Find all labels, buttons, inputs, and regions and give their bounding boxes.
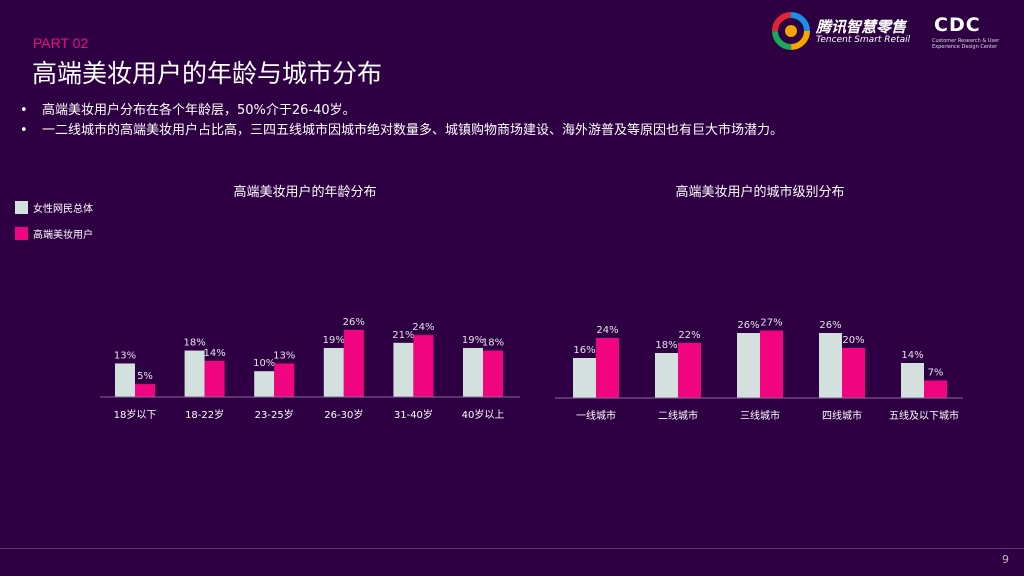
bullet-2: • 一二线城市的高端美妆用户占比高，三四五线城市因城市绝对数量多、城镇购物商场建设… <box>20 123 784 138</box>
page-number: 9 <box>1002 553 1009 566</box>
bar-total <box>737 333 760 398</box>
bullet-text: 一二线城市的高端美妆用户占比高，三四五线城市因城市绝对数量多、城镇购物商场建设、… <box>42 123 784 138</box>
bar-total <box>393 342 414 397</box>
part-label: PART 02 <box>33 35 89 51</box>
bullet-1: • 高端美妆用户分布在各个年龄层，50%介于26-40岁。 <box>20 103 356 118</box>
bar-premium <box>135 384 155 397</box>
page-title: 高端美妆用户的年龄与城市分布 <box>32 59 383 88</box>
data-label: 22% <box>678 330 700 341</box>
bar-total <box>901 363 924 398</box>
data-label: 24% <box>596 325 618 336</box>
data-label: 14% <box>203 348 225 359</box>
bar-total <box>463 347 483 397</box>
legend-swatch <box>15 227 28 240</box>
x-tick-label: 一线城市 <box>576 409 616 422</box>
bar-premium <box>413 335 434 397</box>
tencent-logo-en: Tencent Smart Retail <box>816 35 911 45</box>
data-label: 7% <box>928 368 944 379</box>
x-tick-label: 五线及以下城市 <box>889 409 959 422</box>
data-label: 10% <box>253 358 275 369</box>
bar-total <box>323 347 344 397</box>
data-label: 16% <box>573 345 595 356</box>
x-tick-label: 二线城市 <box>658 409 698 422</box>
bar-premium <box>924 380 947 398</box>
footer-divider <box>0 548 1024 549</box>
legend-label: 女性网民总体 <box>33 204 93 215</box>
tencent-logo-text: 腾讯智慧零售 <box>816 18 907 36</box>
x-tick-label: 26-30岁 <box>324 408 363 421</box>
bullet-text: 高端美妆用户分布在各个年龄层，50%介于26-40岁。 <box>42 103 356 118</box>
data-label: 21% <box>392 330 414 341</box>
data-label: 18% <box>655 340 677 351</box>
bar-premium <box>760 330 783 398</box>
bar-premium <box>483 350 503 397</box>
data-label: 26% <box>819 320 841 331</box>
age-chart-title: 高端美妆用户的年龄分布 <box>233 185 377 200</box>
legend-item-premium: 高端美妆用户 <box>15 226 93 241</box>
bar-total <box>819 333 842 398</box>
bar-total <box>573 358 596 398</box>
data-label: 24% <box>412 322 434 333</box>
bar-premium <box>343 329 364 397</box>
bar-premium <box>596 338 619 398</box>
bar-premium <box>204 360 225 397</box>
x-tick-label: 三线城市 <box>740 409 780 422</box>
bar-premium <box>678 343 701 398</box>
x-tick-label: 18-22岁 <box>185 408 224 421</box>
data-label: 14% <box>901 350 923 361</box>
data-label: 20% <box>842 335 864 346</box>
cdc-logo-sub: Customer Research & User Experience Desi… <box>932 38 1000 50</box>
x-tick-label: 18岁以下 <box>114 408 157 421</box>
x-tick-label: 四线城市 <box>822 409 862 422</box>
tencent-logo-icon <box>772 12 810 50</box>
x-tick-label: 40岁以上 <box>462 408 505 421</box>
city-chart-title: 高端美妆用户的城市级别分布 <box>675 185 845 200</box>
bar-total <box>254 371 275 397</box>
data-label: 18% <box>482 338 504 349</box>
x-tick-label: 31-40岁 <box>394 408 433 421</box>
x-tick-label: 23-25岁 <box>255 408 294 421</box>
data-label: 13% <box>114 350 136 361</box>
data-label: 19% <box>323 335 345 346</box>
legend-swatch <box>15 201 28 214</box>
data-label: 27% <box>760 318 782 329</box>
data-label: 18% <box>183 338 205 349</box>
bar-premium <box>274 363 295 397</box>
data-label: 26% <box>737 320 759 331</box>
data-label: 5% <box>137 371 153 382</box>
bar-total <box>655 353 678 398</box>
bar-premium <box>842 348 865 398</box>
bar-total <box>115 363 135 397</box>
cdc-logo: CDC <box>934 14 981 36</box>
data-label: 26% <box>343 317 365 328</box>
bar-total <box>184 350 205 397</box>
legend-label: 高端美妆用户 <box>33 230 93 241</box>
legend-item-total: 女性网民总体 <box>15 200 93 215</box>
data-label: 19% <box>462 335 484 346</box>
data-label: 13% <box>273 350 295 361</box>
